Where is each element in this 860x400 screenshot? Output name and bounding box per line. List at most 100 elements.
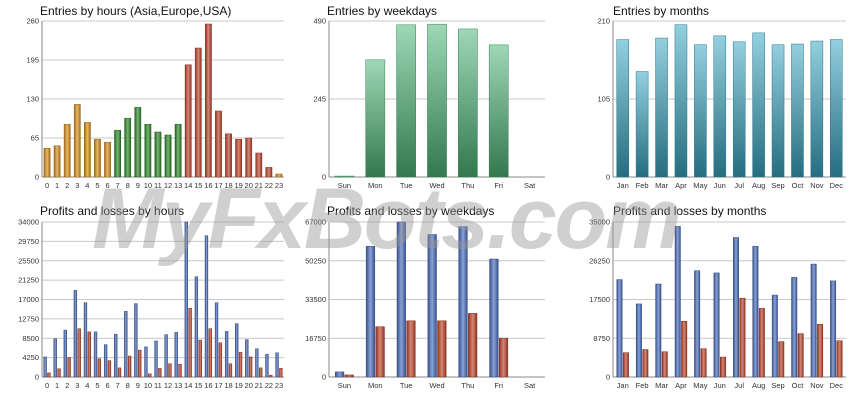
bar — [164, 134, 172, 178]
x-tick-label: 9 — [136, 181, 140, 190]
loss-bar — [269, 374, 273, 378]
profit-bar — [752, 246, 759, 378]
loss-bar — [148, 373, 152, 378]
x-tick-label: Jun — [714, 381, 726, 390]
y-tick-label: 34000 — [18, 218, 39, 227]
x-tick-label: Fri — [494, 181, 503, 190]
bar — [194, 47, 202, 178]
loss-bar — [77, 328, 81, 378]
loss-bar — [198, 339, 202, 378]
loss-bar — [127, 355, 132, 378]
x-tick-label: 11 — [154, 381, 162, 390]
profit-bar — [635, 303, 642, 378]
profit-bar — [713, 272, 720, 378]
chart-1: Entries by hours (Asia,Europe,USA)065130… — [26, 4, 284, 190]
chart-6: Profits and losses by months 0 8750 17500 26… — [589, 204, 846, 390]
x-tick-label: 16 — [204, 381, 212, 390]
y-tick-label: 0 — [606, 373, 610, 382]
x-tick-label: Dec — [830, 381, 844, 390]
x-tick-label: 0 — [45, 181, 49, 190]
x-tick-label: 22 — [265, 181, 273, 190]
loss-bar — [117, 367, 122, 378]
profit-bar — [655, 283, 662, 378]
chart-4: Profits and losses by hours0425085001275… — [18, 204, 284, 390]
y-tick-label: 17500 — [589, 295, 610, 304]
x-tick-label: Wed — [429, 181, 444, 190]
y-tick-label: 12750 — [18, 314, 39, 323]
y-tick-label: 67000 — [305, 218, 326, 227]
profit-bar — [124, 311, 128, 378]
y-tick-label: 16750 — [305, 334, 326, 343]
x-tick-label: 9 — [136, 381, 140, 390]
y-tick-label: 26250 — [589, 256, 610, 265]
x-tick-label: Sun — [338, 381, 351, 390]
profit-bar — [458, 226, 468, 378]
bar — [63, 123, 71, 178]
loss-bar — [259, 367, 263, 378]
profit-bar — [134, 303, 138, 378]
x-tick-label: 14 — [184, 181, 192, 190]
profit-bar — [235, 323, 239, 378]
y-tick-label: 0 — [35, 373, 39, 382]
loss-bar — [622, 352, 629, 378]
loss-bar — [158, 368, 162, 378]
x-tick-label: 19 — [234, 381, 242, 390]
profit-bar — [674, 226, 681, 378]
profit-bar — [53, 338, 57, 378]
x-tick-label: 6 — [105, 181, 109, 190]
x-tick-label: 13 — [174, 381, 182, 390]
x-tick-label: 4 — [85, 181, 89, 190]
bar — [154, 131, 162, 178]
x-tick-label: 17 — [214, 381, 222, 390]
x-tick-label: 21 — [255, 381, 263, 390]
x-tick-label: 3 — [75, 381, 79, 390]
x-tick-label: 23 — [275, 381, 283, 390]
x-tick-label: 16 — [204, 181, 212, 190]
bar — [124, 117, 132, 178]
profit-bar — [154, 340, 158, 378]
bar — [104, 141, 111, 178]
profit-bar — [214, 302, 219, 378]
bar — [83, 122, 91, 178]
bar — [427, 23, 447, 178]
x-tick-label: 20 — [245, 381, 253, 390]
profit-bar — [245, 339, 249, 378]
loss-bar — [778, 341, 785, 378]
bar — [752, 32, 765, 178]
y-tick-label: 33500 — [305, 295, 326, 304]
bar — [713, 35, 727, 178]
bar — [53, 145, 61, 178]
x-tick-label: 14 — [184, 381, 192, 390]
chart-title: Profits and losses by months — [613, 204, 766, 218]
loss-bar — [188, 307, 192, 378]
chart-2: Entries by weekdays 0 245 490 Sun Mon Tue Wed Th… — [313, 4, 545, 190]
chart-3: Entries by months 0 105 210 Jan Feb Mar Apr May J… — [597, 4, 846, 190]
bar — [94, 138, 101, 178]
bar — [73, 104, 81, 178]
loss-bar — [498, 337, 509, 378]
x-tick-label: 21 — [255, 181, 263, 190]
x-tick-label: 20 — [245, 181, 253, 190]
bar — [365, 59, 386, 178]
y-tick-label: 210 — [597, 17, 610, 26]
bar — [255, 152, 263, 178]
y-tick-label: 105 — [597, 95, 610, 104]
loss-bar — [406, 320, 416, 378]
x-tick-label: Fri — [494, 381, 503, 390]
y-tick-label: 0 — [322, 373, 326, 382]
y-tick-label: 25500 — [18, 256, 39, 265]
loss-bar — [168, 363, 172, 378]
profit-bar — [43, 356, 47, 378]
bar — [225, 133, 232, 178]
loss-bar — [375, 326, 385, 378]
x-tick-label: Oct — [792, 181, 805, 190]
loss-bar — [720, 356, 726, 378]
loss-bar — [739, 297, 746, 378]
x-tick-label: 2 — [65, 181, 69, 190]
bar — [396, 24, 416, 178]
profit-bar — [694, 270, 701, 378]
x-tick-label: Apr — [675, 181, 687, 190]
x-tick-label: Thu — [461, 181, 474, 190]
loss-bar — [107, 360, 112, 378]
x-tick-label: Mar — [655, 381, 668, 390]
